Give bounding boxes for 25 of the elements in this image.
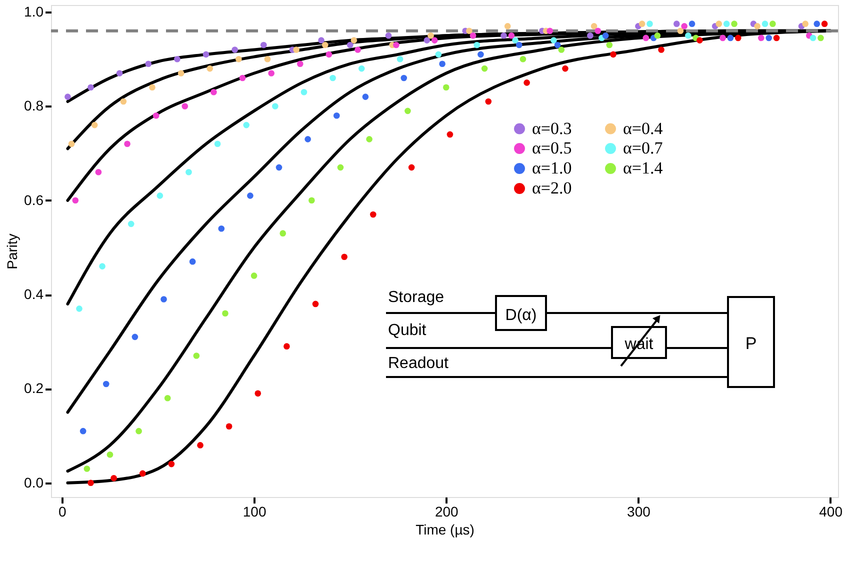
y-tick-label: 0.8 bbox=[24, 98, 44, 114]
legend-label: α=1.0 bbox=[532, 158, 572, 178]
y-tick-label: 1.0 bbox=[24, 4, 44, 20]
y-tick-label: 0.6 bbox=[24, 192, 44, 208]
y-tick-label: 0.4 bbox=[24, 286, 44, 302]
annotation: P bbox=[745, 334, 757, 353]
legend-label: α=0.3 bbox=[532, 118, 572, 138]
legend-label: α=0.7 bbox=[623, 138, 664, 158]
x-tick-label: 0 bbox=[58, 504, 67, 520]
legend-label: α=0.5 bbox=[532, 138, 572, 158]
x-tick-label: 400 bbox=[819, 504, 843, 520]
y-tick-label: 0.0 bbox=[24, 474, 44, 490]
legend-label: α=0.4 bbox=[623, 118, 664, 138]
y-tick-label: 0.2 bbox=[24, 380, 44, 396]
x-tick-label: 100 bbox=[242, 504, 266, 520]
x-tick-label: 300 bbox=[627, 504, 651, 520]
x-axis-title: Time (µs) bbox=[416, 522, 474, 538]
legend-label: α=2.0 bbox=[532, 178, 572, 198]
annotation: D(α) bbox=[505, 307, 537, 324]
annotation: Storage bbox=[388, 289, 444, 306]
annotation: Readout bbox=[388, 355, 450, 372]
legend-label: α=1.4 bbox=[623, 158, 664, 178]
x-tick-label: 200 bbox=[434, 504, 459, 520]
y-axis-title: Parity bbox=[4, 234, 20, 270]
annotation: Qubit bbox=[388, 322, 427, 339]
